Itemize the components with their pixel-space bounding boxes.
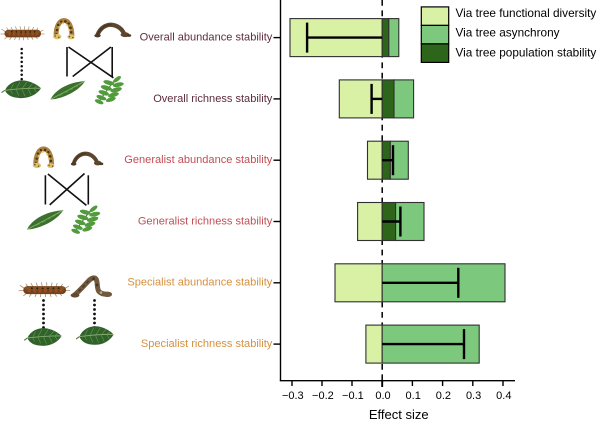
- svg-text:Generalist richness stability: Generalist richness stability: [138, 215, 273, 227]
- svg-text:0.4: 0.4: [496, 390, 511, 402]
- svg-text:Generalist abundance stability: Generalist abundance stability: [124, 154, 272, 166]
- svg-text:Overall abundance stability: Overall abundance stability: [140, 32, 273, 44]
- svg-text:0.0: 0.0: [375, 390, 390, 402]
- svg-text:Via tree functional diversity: Via tree functional diversity: [456, 6, 597, 20]
- svg-text:Effect size: Effect size: [369, 407, 429, 422]
- svg-text:−0.2: −0.2: [312, 390, 334, 402]
- svg-text:−0.3: −0.3: [282, 390, 304, 402]
- svg-text:0.2: 0.2: [436, 390, 451, 402]
- svg-text:Specialist richness stability: Specialist richness stability: [141, 338, 273, 350]
- svg-text:0.3: 0.3: [466, 390, 481, 402]
- svg-text:Specialist abundance stability: Specialist abundance stability: [127, 277, 272, 289]
- svg-text:Via tree asynchrony: Via tree asynchrony: [456, 26, 560, 40]
- svg-text:0.1: 0.1: [406, 390, 421, 402]
- svg-text:−0.1: −0.1: [342, 390, 364, 402]
- svg-text:Via tree population stability: Via tree population stability: [456, 45, 597, 59]
- svg-text:Overall richness stability: Overall richness stability: [153, 93, 273, 105]
